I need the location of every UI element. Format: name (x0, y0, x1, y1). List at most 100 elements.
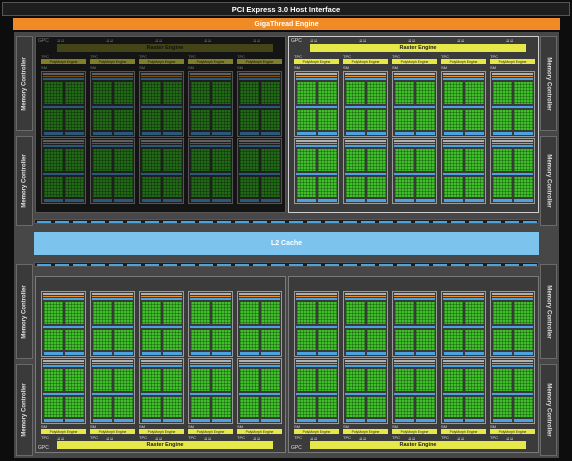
sm-register-bar (190, 393, 231, 395)
sm-register-bar (345, 145, 386, 147)
texture-unit (367, 132, 386, 135)
cuda-core-grid (514, 397, 533, 417)
sm-dispatch-bar (492, 363, 533, 364)
texture-unit (65, 199, 84, 202)
cuda-core-grid (444, 82, 463, 104)
cuda-core-grid (65, 110, 84, 130)
memory-controller-label: Memory Controller (21, 383, 28, 437)
texture-unit (163, 199, 182, 202)
warp-scheduler-icon: ⇊ ⇊ (57, 436, 64, 441)
polymorph-engine: PolyMorph Engine (90, 59, 135, 64)
streaming-multiprocessor (392, 358, 437, 424)
cuda-core-grid (318, 397, 337, 417)
texture-unit (163, 352, 182, 355)
tpc-block: TPC PolyMorph Engine SM (188, 54, 233, 204)
tpc-block: SM PolyMorph Engine TPC (139, 291, 184, 440)
warp-scheduler-icon: ⇊ ⇊ (359, 38, 366, 43)
sm-register-bar (443, 145, 484, 147)
cuda-core-grid (395, 82, 414, 104)
streaming-multiprocessor (441, 358, 486, 424)
cuda-core-grid (514, 110, 533, 130)
gpc-cluster: GPC Raster Engine ⇊ ⇊ TPC PolyMorph Engine SM… (35, 36, 286, 213)
sm-dispatch-bar (394, 296, 435, 297)
cuda-core-grid (367, 302, 386, 324)
sm-register-bar (443, 298, 484, 300)
cuda-core-grid (261, 177, 280, 197)
warp-scheduler-icon: ⇊ ⇊ (408, 436, 415, 441)
texture-unit (142, 199, 161, 202)
sm-register-bar (492, 106, 533, 108)
texture-unit (142, 132, 161, 135)
sm-control-bar (345, 140, 386, 142)
texture-unit (465, 132, 484, 135)
sm-register-bar (492, 393, 533, 395)
pcie-host-interface: PCI Express 3.0 Host Interface (2, 2, 570, 16)
memory-lane (379, 221, 393, 223)
streaming-multiprocessor (90, 138, 135, 204)
sm-register-bar (92, 173, 133, 175)
gpc-label: GPC (291, 445, 302, 451)
tpc-label: TPC (441, 54, 449, 59)
polymorph-engine: PolyMorph Engine (392, 429, 437, 434)
texture-unit (114, 132, 133, 135)
memory-lane (343, 264, 357, 266)
memory-lane (505, 264, 519, 266)
cuda-core-grid (44, 149, 63, 171)
cuda-core-grid (318, 110, 337, 130)
memory-lane (487, 221, 501, 223)
cuda-core-grid (465, 330, 484, 350)
streaming-multiprocessor (41, 291, 86, 357)
sm-register-bar (190, 326, 231, 328)
texture-unit (297, 419, 316, 422)
tpc-block: SM PolyMorph Engine TPC (441, 291, 486, 440)
sm-dispatch-bar (141, 143, 182, 144)
tpc-block: SM PolyMorph Engine TPC (490, 291, 535, 440)
cuda-core-grid (346, 330, 365, 350)
texture-unit (465, 419, 484, 422)
sm-register-bar (239, 145, 280, 147)
sm-register-bar (239, 78, 280, 80)
texture-unit (163, 419, 182, 422)
tpc-block: SM PolyMorph Engine TPC (90, 291, 135, 440)
cuda-core-grid (493, 302, 512, 324)
sm-control-bar (492, 140, 533, 142)
sm-register-bar (43, 78, 84, 80)
memory-lane (307, 221, 321, 223)
sm-label: SM (139, 65, 145, 70)
sm-register-bar (443, 173, 484, 175)
cuda-core-grid (65, 369, 84, 391)
cuda-core-grid (465, 177, 484, 197)
tpc-block: SM PolyMorph Engine TPC (343, 291, 388, 440)
cuda-core-grid (240, 397, 259, 417)
sm-control-bar (296, 360, 337, 362)
texture-unit (318, 199, 337, 202)
memory-controller: Memory Controller (16, 264, 33, 359)
streaming-multiprocessor (392, 71, 437, 137)
streaming-multiprocessor (237, 138, 282, 204)
texture-unit (240, 199, 259, 202)
polymorph-engine: PolyMorph Engine (41, 429, 86, 434)
memory-lane (235, 221, 249, 223)
gpc-cluster: GPC Raster Engine ⇊ ⇊ TPC PolyMorph Engine SM… (288, 36, 539, 213)
cuda-core-grid (514, 177, 533, 197)
sm-dispatch-bar (394, 143, 435, 144)
warp-scheduler-icon: ⇊ ⇊ (310, 38, 317, 43)
cuda-core-grid (444, 177, 463, 197)
sm-register-bar (394, 365, 435, 367)
cuda-core-grid (142, 330, 161, 350)
sm-label: SM (90, 65, 96, 70)
streaming-multiprocessor (188, 138, 233, 204)
polymorph-engine: PolyMorph Engine (343, 429, 388, 434)
sm-label: SM (237, 424, 243, 429)
cuda-core-grid (44, 369, 63, 391)
cuda-core-grid (297, 330, 316, 350)
texture-unit (444, 132, 463, 135)
texture-unit (297, 352, 316, 355)
sm-control-bar (394, 140, 435, 142)
cuda-core-grid (346, 369, 365, 391)
sm-dispatch-bar (43, 143, 84, 144)
cuda-core-grid (416, 177, 435, 197)
sm-dispatch-bar (394, 76, 435, 77)
cuda-core-grid (514, 330, 533, 350)
polymorph-engine: PolyMorph Engine (441, 429, 486, 434)
